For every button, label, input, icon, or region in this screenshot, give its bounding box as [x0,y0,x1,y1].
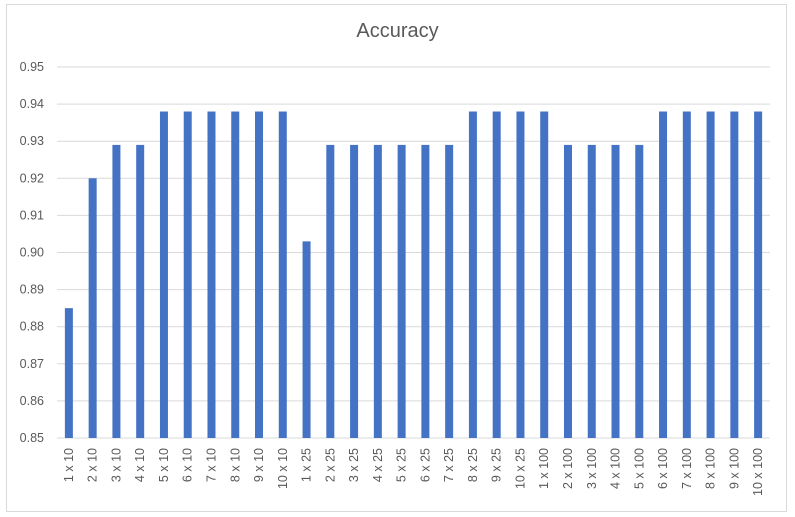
bar [255,111,264,439]
bar [659,111,668,439]
y-tick-label: 0.85 [20,431,44,445]
bar [350,144,359,438]
y-tick-label: 0.87 [20,357,44,371]
bar [492,111,501,439]
x-tick-label: 4 x 25 [371,448,385,482]
chart-area [6,4,787,512]
bar [88,178,97,439]
gridlines [57,66,770,439]
bar [445,144,454,438]
x-tick-label: 8 x 25 [466,448,480,482]
bar [326,144,335,438]
bar [183,111,192,439]
bar [682,111,691,439]
bar [730,111,739,439]
x-tick-label: 6 x 100 [656,448,670,489]
bar [207,111,216,439]
bar [421,144,430,438]
bar [112,144,121,438]
x-tick-label: 4 x 10 [133,448,147,482]
x-tick-label: 5 x 25 [395,448,409,482]
x-tick-label: 7 x 10 [204,448,218,482]
x-tick-label: 2 x 25 [323,448,337,482]
x-tick-label: 7 x 25 [442,448,456,482]
x-tick-label: 3 x 10 [109,448,123,482]
x-tick-label: 2 x 100 [561,448,575,489]
x-tick-label: 8 x 10 [228,448,242,482]
bar [302,241,311,438]
bar [706,111,715,439]
y-tick-label: 0.86 [20,394,44,408]
y-tick-label: 0.90 [20,246,44,260]
y-tick-label: 0.95 [20,60,44,74]
x-tick-label: 6 x 10 [181,448,195,482]
bar [635,144,644,438]
x-axis-ticks: 1 x 10 2 x 10 3 x 10 4 x 10 5 x 10 6 x 10 7 x … [62,448,765,496]
x-tick-label: 6 x 25 [418,448,432,482]
x-tick-label: 9 x 100 [727,448,741,489]
x-tick-label: 3 x 25 [347,448,361,482]
x-tick-label: 9 x 25 [490,448,504,482]
x-tick-label: 8 x 100 [704,448,718,489]
x-tick-label: 1 x 100 [537,448,551,489]
bar [540,111,549,439]
bar [278,111,287,439]
x-tick-label: 3 x 100 [585,448,599,489]
bar [373,144,382,438]
bar [563,144,572,438]
bar [64,308,73,438]
x-tick-label: 7 x 100 [680,448,694,489]
y-tick-label: 0.94 [20,97,44,111]
bar [136,144,145,438]
y-tick-label: 0.93 [20,134,44,148]
x-tick-label: 5 x 100 [632,448,646,489]
y-tick-label: 0.88 [20,320,44,334]
x-tick-label: 1 x 10 [62,448,76,482]
bar [468,111,477,439]
y-tick-label: 0.89 [20,283,44,297]
x-tick-label: 10 x 10 [276,448,290,489]
bar [231,111,240,439]
bar [397,144,406,438]
bar [611,144,620,438]
x-tick-label: 5 x 10 [157,448,171,482]
bar [159,111,168,439]
y-tick-label: 0.91 [20,208,44,222]
bar [587,144,596,438]
x-tick-label: 4 x 100 [609,448,623,489]
bar [754,111,763,439]
chart-title: Accuracy [356,20,439,42]
y-tick-label: 0.92 [20,171,44,185]
x-tick-label: 1 x 25 [300,448,314,482]
y-axis-ticks: 0.85 0.86 0.87 0.88 0.89 0.90 0.91 0.92 0.93 0.94… [20,60,44,445]
x-tick-label: 10 x 100 [751,448,765,496]
bar [516,111,525,439]
x-tick-label: 2 x 10 [86,448,100,482]
x-tick-label: 9 x 10 [252,448,266,482]
x-tick-label: 10 x 25 [513,448,527,489]
bars [64,111,763,439]
